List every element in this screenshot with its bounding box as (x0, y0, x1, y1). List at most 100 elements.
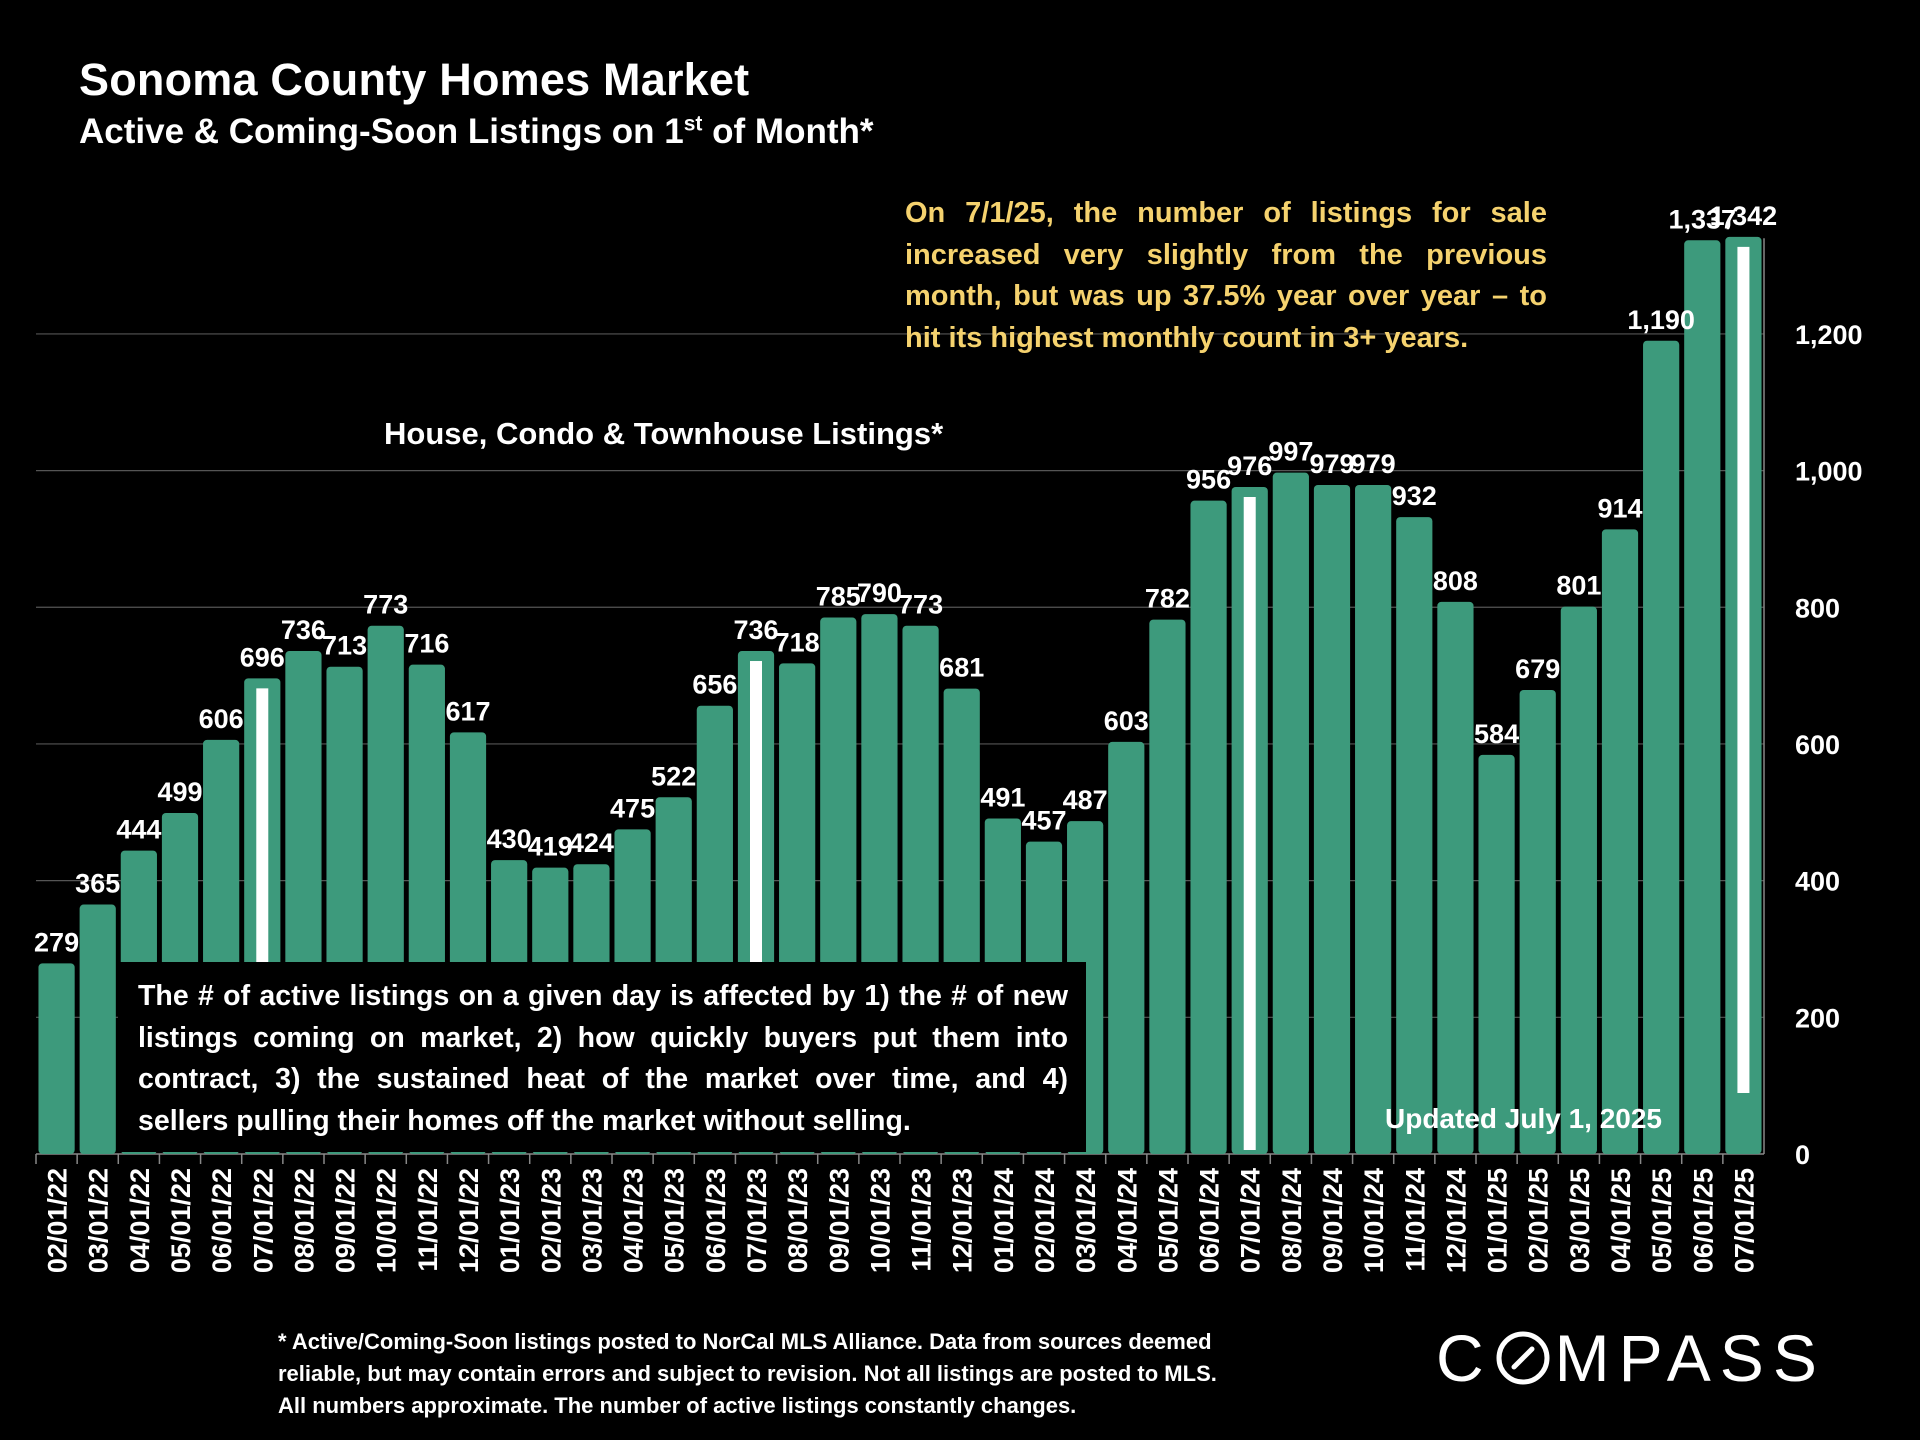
x-tick-label: 05/01/23 (660, 1168, 690, 1273)
y-tick-label: 200 (1795, 1003, 1840, 1033)
footnote-line: reliable, but may contain errors and sub… (278, 1361, 1217, 1386)
x-tick-label: 12/01/22 (454, 1168, 484, 1273)
page-title: Sonoma County Homes Market (79, 54, 750, 105)
data-label: 491 (980, 782, 1025, 812)
note-box: The # of active listings on a given day … (118, 962, 1086, 1152)
y-tick-label: 800 (1795, 593, 1840, 623)
highlight-marker (1737, 246, 1750, 1093)
footnote: * Active/Coming-Soon listings posted to … (278, 1326, 1318, 1422)
x-tick-label: 05/01/24 (1153, 1168, 1183, 1273)
x-tick-label: 11/01/23 (907, 1168, 937, 1272)
x-tick-label: 10/01/24 (1359, 1168, 1389, 1273)
note-text: The # of active listings on a given day … (138, 980, 1068, 1137)
data-label: 606 (199, 704, 244, 734)
data-label: 1,337 (1668, 204, 1736, 234)
data-label: 976 (1227, 451, 1272, 481)
x-tick-label: 02/01/22 (43, 1168, 73, 1273)
x-tick-label: 09/01/24 (1318, 1168, 1348, 1273)
compass-logo: C MPASS (1436, 1320, 1826, 1396)
x-tick-label: 07/01/23 (742, 1168, 772, 1273)
bar (1355, 484, 1392, 1154)
data-label: 1,342 (1710, 201, 1778, 231)
callout-text: On 7/1/25, the number of listings for sa… (905, 197, 1547, 354)
x-tick-label: 03/01/22 (84, 1168, 114, 1273)
data-label: 773 (363, 590, 408, 620)
data-label: 785 (816, 582, 861, 612)
data-label: 487 (1063, 785, 1108, 815)
data-label: 444 (116, 815, 161, 845)
updated-label: Updated July 1, 2025 (1385, 1103, 1663, 1134)
x-tick-label: 01/01/25 (1483, 1168, 1513, 1273)
data-label: 522 (651, 761, 696, 791)
x-tick-label: 11/01/22 (413, 1168, 443, 1272)
data-label: 419 (528, 832, 573, 862)
y-tick-label: 0 (1795, 1140, 1810, 1170)
x-tick-label: 01/01/23 (495, 1168, 525, 1273)
data-label: 956 (1186, 465, 1231, 495)
x-tick-label: 08/01/24 (1277, 1168, 1307, 1273)
x-tick-label: 08/01/23 (783, 1168, 813, 1273)
data-label: 365 (75, 869, 120, 899)
footnote-line: All numbers approximate. The number of a… (278, 1393, 1077, 1418)
y-tick-label: 400 (1795, 867, 1840, 897)
x-tick-label: 09/01/22 (331, 1168, 361, 1273)
bar (1313, 484, 1351, 1154)
data-label: 475 (610, 793, 655, 823)
data-label: 801 (1556, 571, 1601, 601)
logo-text-start: C (1436, 1321, 1493, 1395)
data-label: 997 (1268, 437, 1313, 467)
data-label: 790 (857, 578, 902, 608)
data-label: 736 (733, 615, 778, 645)
page-subtitle: Active & Coming-Soon Listings on 1st of … (79, 112, 874, 152)
highlight-marker (1243, 497, 1256, 1150)
x-tick-label: 10/01/22 (372, 1168, 402, 1273)
bar (1601, 529, 1639, 1154)
x-tick-label: 08/01/22 (289, 1168, 319, 1273)
data-label: 499 (157, 777, 202, 807)
x-tick-label: 06/01/25 (1688, 1168, 1718, 1273)
y-tick-label: 1,000 (1795, 457, 1863, 487)
x-tick-label: 07/01/22 (248, 1168, 278, 1273)
x-tick-label: 06/01/22 (207, 1168, 237, 1273)
data-label: 1,190 (1627, 305, 1695, 335)
data-label: 279 (34, 927, 79, 957)
data-label: 681 (939, 653, 984, 683)
bar (1478, 754, 1515, 1154)
x-tick-label: 09/01/23 (824, 1168, 854, 1273)
bar (79, 904, 116, 1154)
data-label: 679 (1515, 654, 1560, 684)
data-label: 696 (240, 642, 285, 672)
x-tick-label: 06/01/24 (1195, 1168, 1225, 1273)
data-label: 457 (1021, 806, 1066, 836)
x-tick-label: 12/01/23 (948, 1168, 978, 1273)
x-tick-label: 12/01/24 (1441, 1168, 1471, 1273)
x-tick-label: 03/01/23 (577, 1168, 607, 1273)
bar (1643, 340, 1680, 1154)
data-label: 603 (1104, 706, 1149, 736)
x-tick-label: 04/01/24 (1112, 1168, 1142, 1273)
data-label: 424 (569, 828, 614, 858)
series-label: House, Condo & Townhouse Listings* (384, 416, 944, 451)
x-tick-label: 03/01/24 (1071, 1168, 1101, 1273)
data-label: 713 (322, 631, 367, 661)
subtitle-superscript: st (683, 112, 703, 136)
x-tick-label: 02/01/24 (1030, 1168, 1060, 1273)
data-label: 979 (1309, 449, 1354, 479)
x-axis-ticks: 02/01/22 03/01/22 04/01/22 05/01/22 06/01/22… (35, 1154, 1759, 1273)
x-tick-label: 07/01/24 (1236, 1168, 1266, 1273)
data-label: 718 (775, 627, 820, 657)
y-axis-ticks: 0 200 400 600 800 1,000 1,200 (1763, 238, 1863, 1170)
data-label: 979 (1351, 449, 1396, 479)
x-tick-label: 01/01/24 (989, 1168, 1019, 1273)
data-label: 773 (898, 590, 943, 620)
data-label: 914 (1597, 493, 1642, 523)
logo-text-end: MPASS (1554, 1321, 1826, 1395)
y-tick-label: 600 (1795, 730, 1840, 760)
x-tick-label: 07/01/25 (1729, 1168, 1759, 1273)
x-tick-label: 03/01/25 (1565, 1168, 1595, 1273)
data-label: 584 (1474, 719, 1519, 749)
data-labels: 2793654444996066967367137737166174304194… (34, 201, 1777, 957)
bar (1149, 619, 1186, 1154)
bar (1108, 741, 1145, 1154)
